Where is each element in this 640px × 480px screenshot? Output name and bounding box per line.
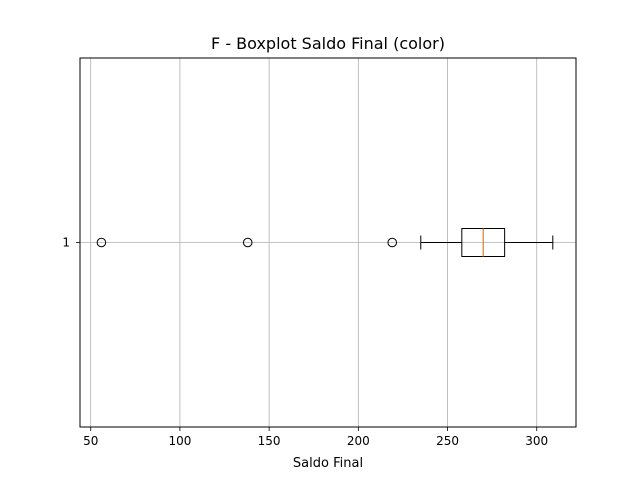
y-tick-label: 1 <box>62 236 70 250</box>
data-marks <box>96 228 554 257</box>
x-tick-label: 250 <box>436 434 459 448</box>
outlier-point <box>96 237 107 248</box>
x-tick-label: 200 <box>347 434 370 448</box>
x-tick-label: 150 <box>258 434 281 448</box>
chart-title: F - Boxplot Saldo Final (color) <box>211 34 445 53</box>
x-tick-label: 50 <box>83 434 98 448</box>
outlier-point <box>242 237 253 248</box>
x-axis-label: Saldo Final <box>293 456 363 471</box>
x-tick-label: 100 <box>168 434 191 448</box>
axis-ticks: 50 100 150 200 250 300 1 <box>62 236 548 449</box>
x-tick-label: 300 <box>525 434 548 448</box>
outlier-point <box>387 237 398 248</box>
